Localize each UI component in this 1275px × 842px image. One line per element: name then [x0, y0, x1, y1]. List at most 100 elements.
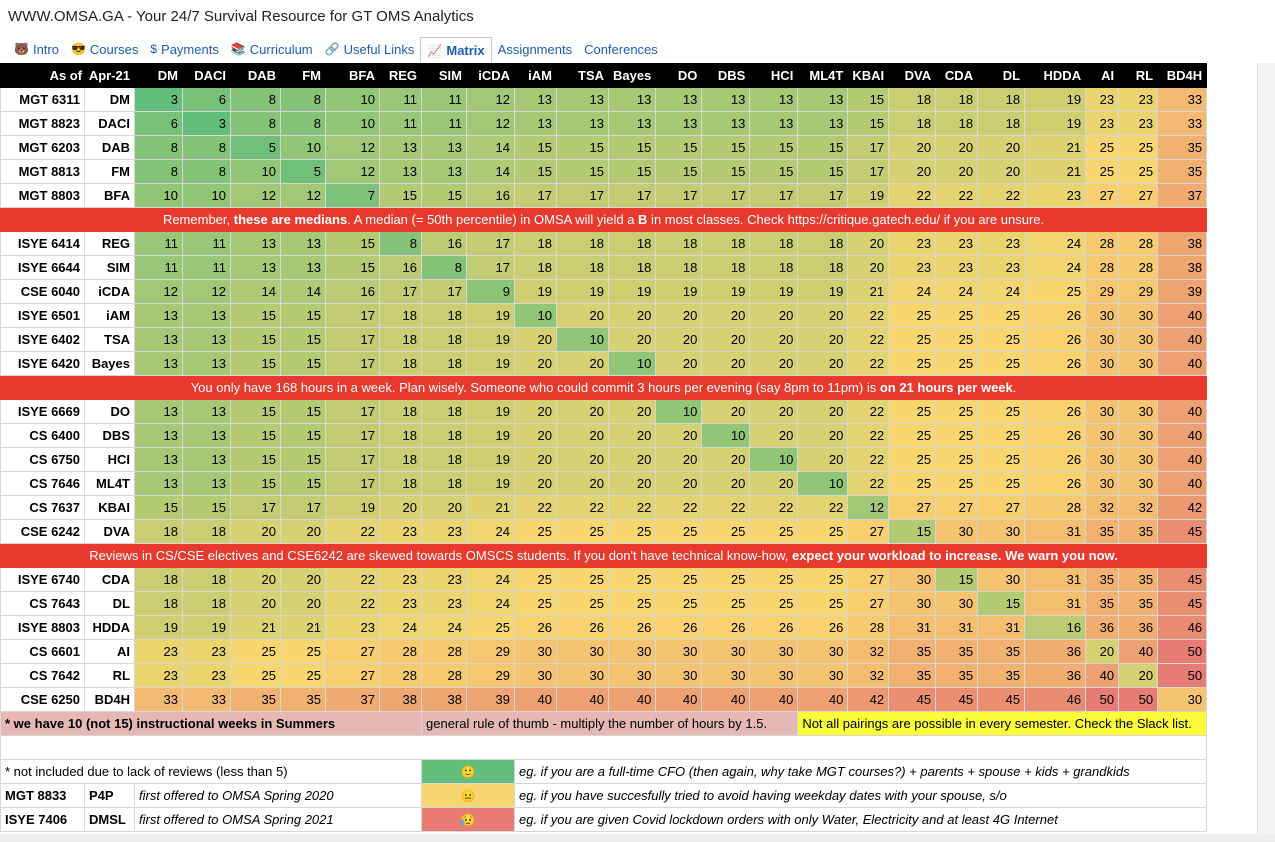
hours-cell[interactable]: 13 [749, 111, 799, 136]
hours-cell[interactable]: 15 [701, 159, 751, 184]
vertical-scrollbar[interactable] [1257, 63, 1275, 842]
hours-cell[interactable]: 30 [607, 663, 657, 688]
hours-cell[interactable]: 27 [1118, 183, 1159, 208]
hours-cell[interactable]: 30 [1118, 423, 1159, 448]
hours-cell[interactable]: 13 [134, 303, 183, 328]
hours-cell[interactable]: 22 [977, 183, 1026, 208]
hours-cell[interactable]: 20 [888, 135, 937, 160]
hours-cell[interactable]: 22 [749, 495, 799, 520]
hours-cell[interactable]: 25 [977, 327, 1026, 352]
hours-cell[interactable]: 25 [935, 327, 979, 352]
hours-cell[interactable]: 15 [230, 447, 281, 472]
hours-cell[interactable]: 30 [607, 639, 657, 664]
hours-cell[interactable]: 25 [888, 471, 937, 496]
hours-cell[interactable]: 18 [421, 399, 467, 424]
hours-cell[interactable]: 14 [230, 279, 281, 304]
hours-cell[interactable]: 17 [466, 231, 515, 256]
hours-cell[interactable]: 20 [977, 135, 1026, 160]
hours-cell[interactable]: 22 [847, 423, 890, 448]
hours-cell[interactable]: 27 [325, 639, 380, 664]
hours-cell[interactable]: 40 [556, 687, 609, 712]
hours-cell[interactable]: 15 [749, 159, 799, 184]
hours-cell[interactable]: 50 [1118, 687, 1159, 712]
hours-cell[interactable]: 20 [935, 159, 979, 184]
course-abbr[interactable]: BD4H [84, 687, 135, 712]
course-abbr[interactable]: RL [84, 663, 135, 688]
hours-cell[interactable]: 12 [280, 183, 326, 208]
hours-cell[interactable]: 15 [280, 423, 326, 448]
hours-cell[interactable]: 30 [1085, 327, 1120, 352]
course-abbr[interactable]: AI [84, 639, 135, 664]
hours-cell[interactable]: 15 [847, 87, 890, 112]
hours-cell[interactable]: 20 [701, 351, 751, 376]
hours-cell[interactable]: 8 [134, 159, 183, 184]
hours-cell[interactable]: 12 [325, 159, 380, 184]
course-abbr[interactable]: BFA [84, 183, 135, 208]
hours-cell[interactable]: 19 [556, 279, 609, 304]
hours-cell[interactable]: 18 [134, 591, 183, 616]
course-abbr[interactable]: iCDA [84, 279, 135, 304]
hours-cell[interactable]: 17 [421, 279, 467, 304]
hours-cell[interactable]: 15 [847, 111, 890, 136]
hours-cell[interactable]: 18 [182, 567, 231, 592]
hours-cell[interactable]: 25 [701, 519, 751, 544]
hours-cell[interactable]: 17 [607, 183, 657, 208]
hours-cell[interactable]: 15 [701, 135, 751, 160]
hours-cell[interactable]: 26 [1024, 303, 1087, 328]
hours-cell[interactable]: 20 [701, 327, 751, 352]
hours-cell[interactable]: 30 [655, 663, 703, 688]
hours-cell[interactable]: 15 [655, 135, 703, 160]
hours-cell[interactable]: 28 [1118, 231, 1159, 256]
hours-cell[interactable]: 24 [1024, 231, 1087, 256]
hours-cell[interactable]: 23 [1118, 87, 1159, 112]
hours-cell[interactable]: 30 [1085, 303, 1120, 328]
hours-cell[interactable]: 6 [134, 111, 183, 136]
hours-cell[interactable]: 24 [935, 279, 979, 304]
course-abbr[interactable]: CDA [84, 567, 135, 592]
hours-cell[interactable]: 25 [797, 519, 849, 544]
hours-cell[interactable]: 22 [325, 591, 380, 616]
excluded-course-note[interactable]: first offered to OMSA Spring 2020 [134, 783, 422, 808]
hours-cell[interactable]: 25 [466, 615, 515, 640]
course-code[interactable]: CS 6750 [0, 447, 85, 472]
hours-cell[interactable]: 20 [935, 135, 979, 160]
hours-cell[interactable]: 13 [607, 87, 657, 112]
hours-cell[interactable]: 24 [466, 519, 515, 544]
hours-cell[interactable]: 15 [607, 135, 657, 160]
hours-cell[interactable]: 17 [379, 279, 422, 304]
hours-cell[interactable]: 25 [514, 567, 557, 592]
hours-cell[interactable]: 15 [514, 159, 557, 184]
course-abbr[interactable]: DAB [84, 135, 135, 160]
hours-cell[interactable]: 18 [421, 447, 467, 472]
hours-cell[interactable]: 20 [749, 303, 799, 328]
course-abbr[interactable]: Bayes [84, 351, 135, 376]
hours-cell[interactable]: 23 [888, 255, 937, 280]
hours-cell[interactable]: 20 [655, 327, 703, 352]
hours-cell[interactable]: 50 [1157, 639, 1208, 664]
hours-cell[interactable]: 25 [935, 447, 979, 472]
hours-cell[interactable]: 40 [1157, 423, 1208, 448]
hours-cell[interactable]: 19 [466, 399, 515, 424]
hours-cell[interactable]: 30 [655, 639, 703, 664]
hours-cell[interactable]: 35 [1157, 135, 1208, 160]
hours-cell[interactable]: 23 [421, 591, 467, 616]
hours-cell[interactable]: 31 [1024, 567, 1087, 592]
hours-cell[interactable]: 10 [514, 303, 557, 328]
hours-cell[interactable]: 45 [977, 687, 1026, 712]
hours-cell[interactable]: 12 [466, 111, 515, 136]
hours-cell[interactable]: 35 [935, 639, 979, 664]
hours-cell[interactable]: 45 [935, 687, 979, 712]
hours-cell[interactable]: 35 [977, 663, 1026, 688]
hours-cell[interactable]: 42 [1157, 495, 1208, 520]
hours-cell[interactable]: 22 [797, 495, 849, 520]
hours-cell[interactable]: 25 [977, 303, 1026, 328]
hours-cell[interactable]: 35 [977, 639, 1026, 664]
hours-cell[interactable]: 15 [230, 303, 281, 328]
hours-cell[interactable]: 12 [182, 279, 231, 304]
hours-cell[interactable]: 28 [847, 615, 890, 640]
hours-cell[interactable]: 13 [797, 111, 849, 136]
hours-cell[interactable]: 35 [935, 663, 979, 688]
hours-cell[interactable]: 11 [421, 111, 467, 136]
hours-cell[interactable]: 19 [466, 303, 515, 328]
hours-cell[interactable]: 20 [797, 423, 849, 448]
